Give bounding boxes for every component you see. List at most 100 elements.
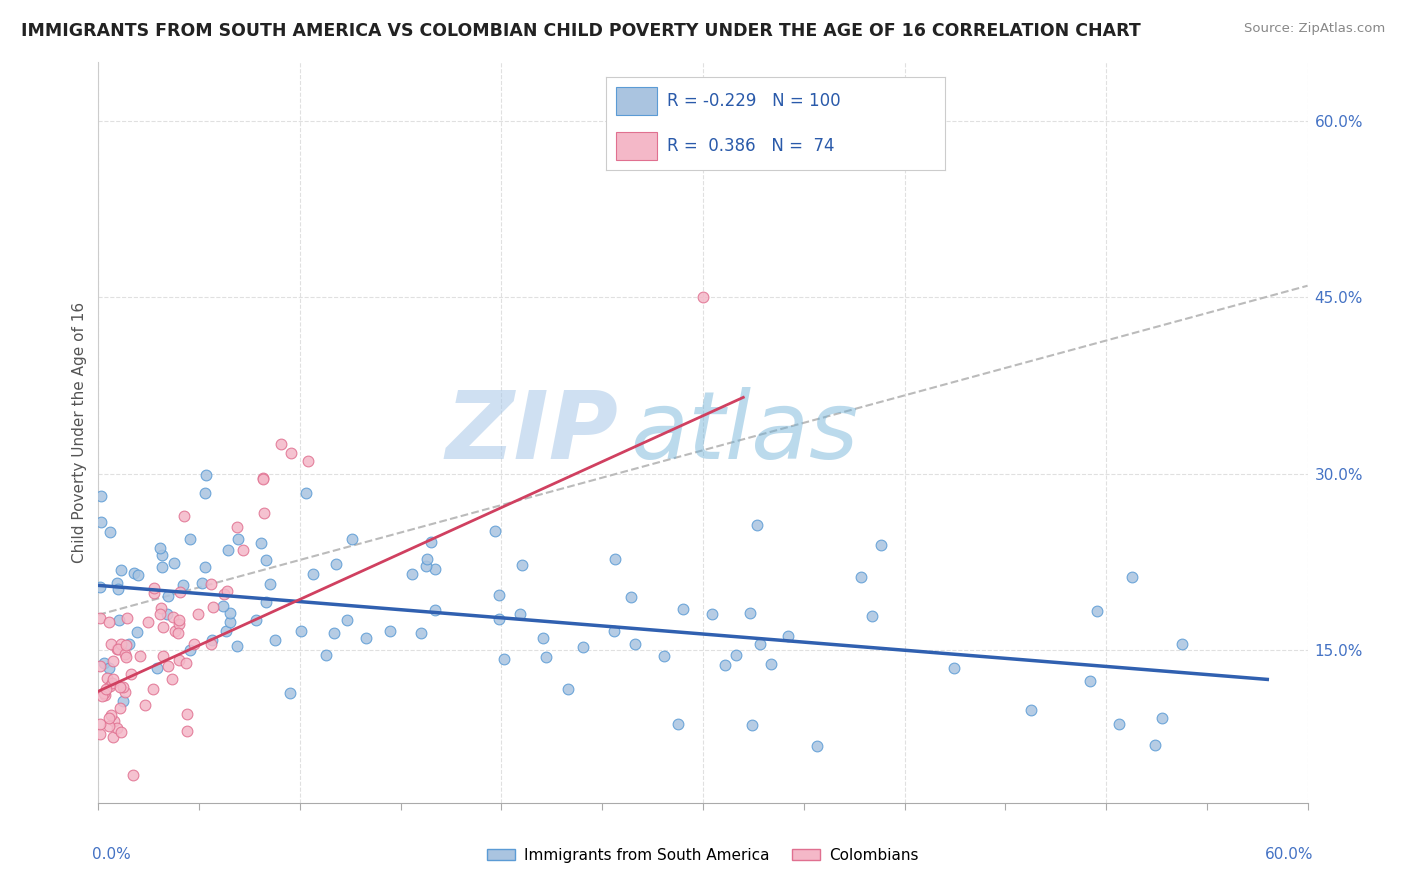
- Point: [254, 553, 277, 567]
- Point: [218, 607, 240, 621]
- Point: [336, 613, 359, 627]
- Point: [98, 680, 121, 694]
- Point: [1170, 637, 1192, 651]
- Point: [217, 543, 239, 558]
- Point: [416, 552, 439, 566]
- Point: [245, 613, 267, 627]
- Point: [142, 581, 165, 595]
- Point: [117, 637, 139, 651]
- Point: [97, 661, 120, 675]
- Text: Source: ZipAtlas.com: Source: ZipAtlas.com: [1244, 22, 1385, 36]
- Point: [111, 681, 134, 695]
- Point: [1078, 673, 1101, 688]
- Point: [150, 560, 173, 574]
- Point: [162, 610, 184, 624]
- Point: [401, 566, 423, 581]
- Point: [200, 577, 222, 591]
- Point: [98, 615, 121, 630]
- Point: [114, 647, 136, 661]
- Point: [571, 640, 593, 654]
- Point: [226, 639, 249, 653]
- Point: [89, 580, 111, 594]
- Point: [1085, 604, 1108, 618]
- Point: [225, 519, 247, 533]
- Point: [134, 698, 156, 713]
- Point: [219, 615, 242, 629]
- Point: [167, 614, 190, 628]
- Point: [100, 637, 122, 651]
- Point: [149, 541, 172, 556]
- Point: [91, 689, 114, 703]
- Point: [163, 556, 186, 570]
- Point: [150, 600, 173, 615]
- Point: [103, 730, 125, 744]
- Point: [103, 714, 125, 729]
- Point: [122, 566, 145, 580]
- Point: [108, 613, 131, 627]
- Point: [738, 606, 761, 620]
- Point: [215, 584, 238, 599]
- Point: [668, 717, 690, 731]
- Point: [702, 607, 724, 622]
- Point: [174, 656, 197, 670]
- Point: [176, 707, 198, 722]
- Point: [411, 625, 433, 640]
- Point: [191, 576, 214, 591]
- Text: atlas: atlas: [630, 387, 859, 478]
- Point: [252, 472, 274, 486]
- Point: [488, 589, 510, 603]
- Point: [105, 721, 128, 735]
- Text: 0.0%: 0.0%: [93, 847, 131, 863]
- Point: [179, 642, 201, 657]
- Point: [492, 651, 515, 665]
- Point: [212, 587, 235, 601]
- Point: [127, 568, 149, 582]
- Point: [100, 707, 122, 722]
- Point: [652, 648, 675, 663]
- Point: [89, 717, 111, 731]
- Point: [1150, 711, 1173, 725]
- Legend: Immigrants from South America, Colombians: Immigrants from South America, Colombian…: [481, 842, 925, 869]
- Point: [89, 658, 111, 673]
- Point: [340, 533, 363, 547]
- Point: [107, 582, 129, 596]
- Point: [115, 650, 138, 665]
- Point: [806, 739, 828, 754]
- Point: [160, 672, 183, 686]
- Point: [749, 637, 772, 651]
- Point: [98, 719, 121, 733]
- Point: [270, 437, 292, 451]
- Point: [114, 685, 136, 699]
- Point: [96, 671, 118, 685]
- Point: [484, 524, 506, 539]
- Point: [280, 446, 302, 460]
- Point: [129, 649, 152, 664]
- Point: [1144, 739, 1167, 753]
- Point: [110, 724, 132, 739]
- Point: [163, 624, 186, 638]
- Point: [172, 578, 194, 592]
- Point: [157, 590, 180, 604]
- Point: [725, 648, 748, 663]
- Point: [201, 632, 224, 647]
- Point: [195, 468, 218, 483]
- Point: [259, 577, 281, 591]
- Point: [202, 600, 225, 615]
- Point: [294, 486, 316, 500]
- Point: [603, 624, 626, 638]
- Point: [1019, 703, 1042, 717]
- Point: [156, 607, 179, 621]
- Point: [108, 701, 131, 715]
- Point: [183, 637, 205, 651]
- Point: [252, 470, 274, 484]
- Point: [215, 624, 238, 639]
- Point: [194, 559, 217, 574]
- Point: [187, 607, 209, 622]
- Point: [509, 607, 531, 622]
- Point: [173, 508, 195, 523]
- Point: [1121, 570, 1143, 584]
- Point: [121, 768, 143, 782]
- Point: [692, 290, 714, 304]
- Point: [101, 655, 124, 669]
- Point: [534, 650, 557, 665]
